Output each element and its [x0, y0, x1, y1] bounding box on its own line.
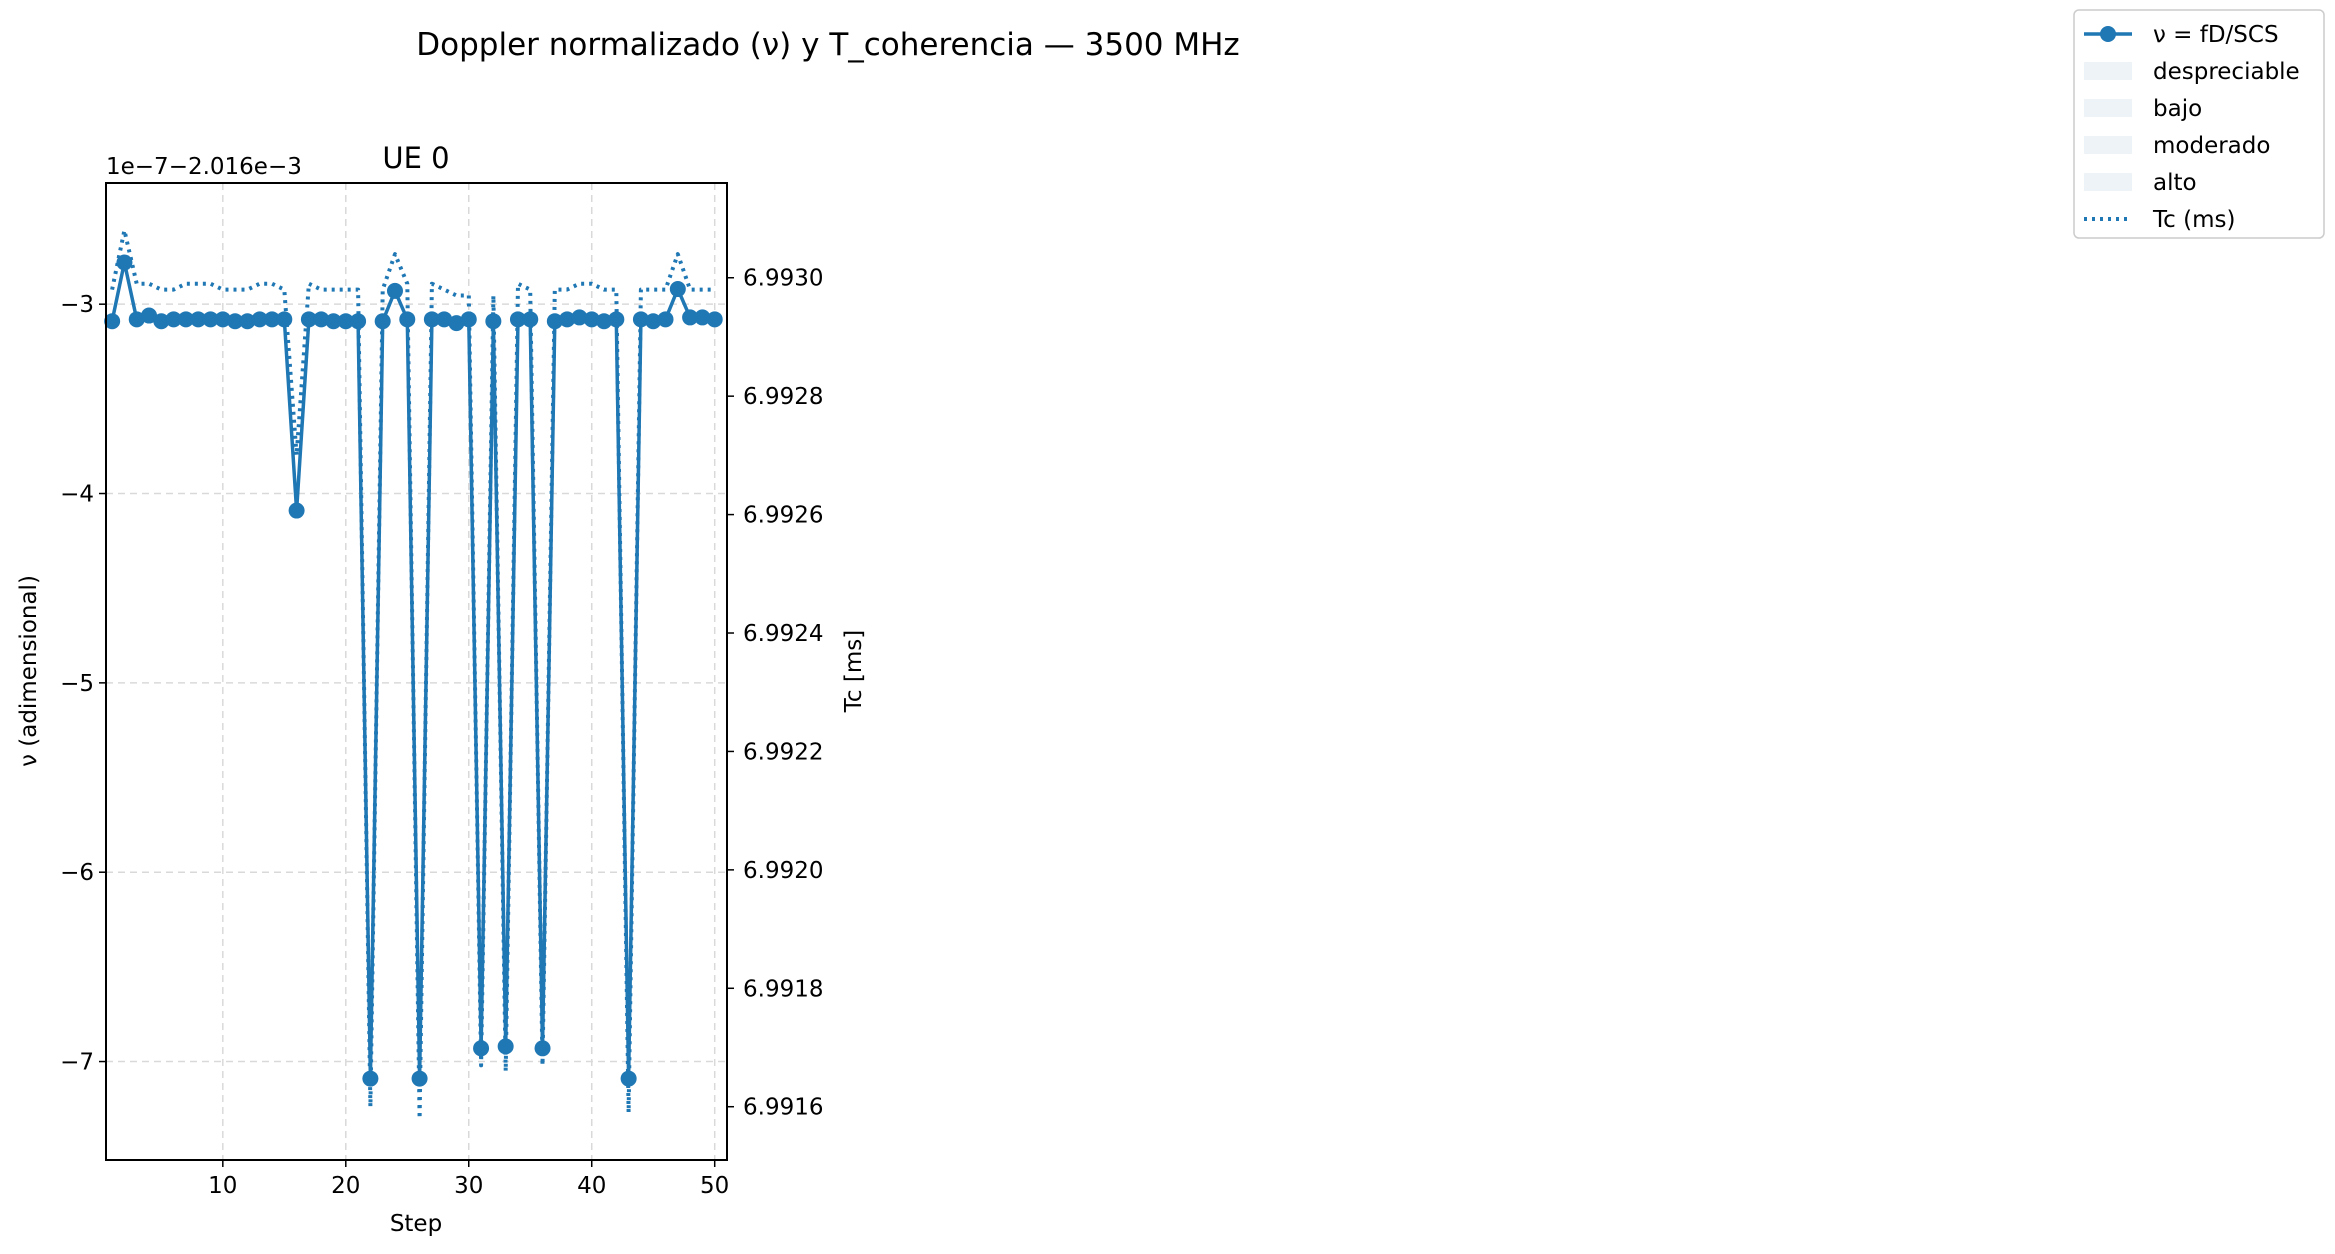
- y-right-tick-label: 6.9920: [743, 858, 823, 884]
- x-tick-label: 40: [577, 1173, 606, 1199]
- x-axis-ticks: 10 20 30 40 50: [208, 1160, 729, 1199]
- nu-data-point: [202, 311, 219, 328]
- nu-data-point: [104, 313, 121, 330]
- x-tick-label: 10: [208, 1173, 237, 1199]
- nu-data-point: [694, 309, 711, 326]
- nu-data-point: [411, 1070, 428, 1087]
- y-right-tick-label: 6.9918: [743, 976, 823, 1002]
- nu-data-point: [596, 313, 613, 330]
- nu-data-point: [128, 311, 145, 328]
- nu-data-point: [423, 311, 440, 328]
- nu-data-point: [399, 311, 416, 328]
- y-left-tick-label: −6: [60, 860, 94, 886]
- y-right-tick-label: 6.9924: [743, 621, 823, 647]
- legend-label: Tc (ms): [2152, 207, 2235, 233]
- nu-data-point: [239, 313, 256, 330]
- legend-patch-swatch: [2084, 136, 2132, 154]
- nu-data-point: [669, 281, 686, 298]
- nu-data-point: [706, 311, 723, 328]
- nu-data-point: [485, 313, 502, 330]
- y-right-tick-label: 6.9928: [743, 384, 823, 410]
- legend-patch-swatch: [2084, 62, 2132, 80]
- nu-data-point: [448, 315, 465, 332]
- legend-label: bajo: [2153, 96, 2202, 122]
- x-tick-label: 20: [331, 1173, 360, 1199]
- legend-label: despreciable: [2153, 59, 2300, 85]
- y-left-axis-ticks: −3 −4 −5 −6 −7: [60, 292, 106, 1076]
- nu-data-point: [374, 313, 391, 330]
- axes-title: UE 0: [382, 141, 449, 175]
- legend-marker-swatch: [2100, 26, 2116, 42]
- nu-data-point: [362, 1070, 379, 1087]
- nu-data-point: [288, 502, 305, 519]
- nu-data-point: [460, 311, 477, 328]
- legend-label: ν = fD/SCS: [2153, 22, 2279, 48]
- nu-data-point: [227, 313, 244, 330]
- y-right-axis-label: Tc [ms]: [841, 630, 867, 713]
- y-offset-text: 1e−7−2.016e−3: [106, 154, 302, 180]
- nu-data-point: [190, 311, 207, 328]
- plot-series: [104, 228, 723, 1121]
- legend-label: moderado: [2153, 133, 2270, 159]
- x-tick-label: 50: [700, 1173, 729, 1199]
- y-left-tick-label: −4: [60, 482, 94, 508]
- legend-label: alto: [2153, 170, 2197, 196]
- nu-data-point: [620, 1070, 637, 1087]
- figure-suptitle: Doppler normalizado (ν) y T_coherencia —…: [416, 27, 1239, 63]
- nu-data-point: [509, 311, 526, 328]
- nu-data-point: [534, 1040, 551, 1057]
- nu-data-point: [497, 1038, 514, 1055]
- legend: ν = fD/SCS despreciable bajo moderado alto Tc…: [2073, 9, 2325, 239]
- y-left-tick-label: −5: [60, 671, 94, 697]
- nu-data-point: [350, 313, 367, 330]
- legend-patch-swatch: [2084, 173, 2132, 191]
- y-right-tick-label: 6.9926: [743, 503, 823, 529]
- nu-data-point: [165, 311, 182, 328]
- nu-data-point: [583, 311, 600, 328]
- nu-data-point: [559, 311, 576, 328]
- y-left-tick-label: −7: [60, 1050, 94, 1076]
- y-right-tick-label: 6.9922: [743, 739, 823, 765]
- nu-data-point: [436, 311, 453, 328]
- nu-data-point: [141, 307, 158, 324]
- nu-data-point: [325, 313, 342, 330]
- nu-data-point: [337, 313, 354, 330]
- tc-series-line: [110, 228, 715, 1121]
- x-axis-label: Step: [390, 1211, 442, 1237]
- axes-frame: [105, 182, 728, 1161]
- nu-data-point: [153, 313, 170, 330]
- nu-data-point: [386, 282, 403, 299]
- nu-data-point: [645, 313, 662, 330]
- nu-data-point: [546, 313, 563, 330]
- nu-data-point: [264, 311, 281, 328]
- nu-data-point: [300, 311, 317, 328]
- nu-data-point: [177, 311, 194, 328]
- x-tick-label: 30: [454, 1173, 483, 1199]
- y-right-axis-ticks: 6.9930 6.9928 6.9926 6.9924 6.9922 6.9920 6.99…: [727, 266, 823, 1121]
- nu-data-point: [632, 311, 649, 328]
- nu-data-point: [473, 1040, 490, 1057]
- legend-patch-swatch: [2084, 99, 2132, 117]
- legend-frame: [2073, 9, 2325, 239]
- y-left-tick-label: −3: [60, 292, 94, 318]
- nu-data-point: [313, 311, 330, 328]
- nu-data-point: [276, 311, 293, 328]
- legend-items: ν = fD/SCS despreciable bajo moderado alto Tc…: [2084, 22, 2300, 233]
- nu-data-point: [522, 311, 539, 328]
- y-left-axis-label: ν (adimensional): [16, 575, 42, 767]
- y-right-tick-label: 6.9930: [743, 266, 823, 292]
- y-right-tick-label: 6.9916: [743, 1095, 823, 1121]
- nu-data-point: [251, 311, 268, 328]
- nu-data-point: [608, 311, 625, 328]
- nu-data-point: [682, 309, 699, 326]
- nu-data-point: [571, 309, 588, 326]
- nu-data-point: [657, 311, 674, 328]
- nu-data-point: [116, 254, 133, 271]
- nu-data-point: [214, 311, 231, 328]
